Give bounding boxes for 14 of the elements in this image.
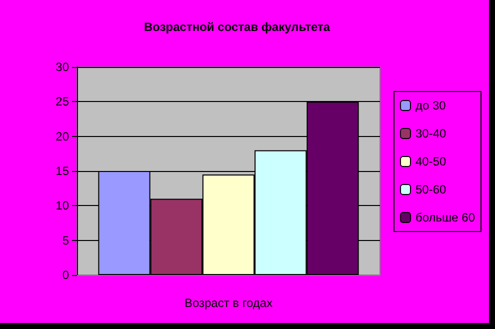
legend-label: до 30: [415, 98, 446, 112]
y-tick-label: 25: [56, 94, 70, 109]
y-tick-label: 10: [56, 198, 70, 213]
legend-label: больше 60: [415, 210, 476, 224]
legend-label: 30-40: [415, 126, 446, 140]
y-tick-label: 5: [62, 233, 70, 248]
legend-label: 50-60: [415, 182, 446, 196]
x-axis-title: Возраст в годах: [184, 296, 273, 310]
y-tick-label: 20: [56, 129, 70, 144]
legend-label: 40-50: [415, 154, 446, 168]
y-tick-label: 30: [56, 60, 70, 74]
y-tick-label: 0: [62, 268, 70, 282]
y-tick-label: 15: [56, 164, 70, 178]
chart-title: Возрастной состав факультета: [144, 20, 330, 34]
